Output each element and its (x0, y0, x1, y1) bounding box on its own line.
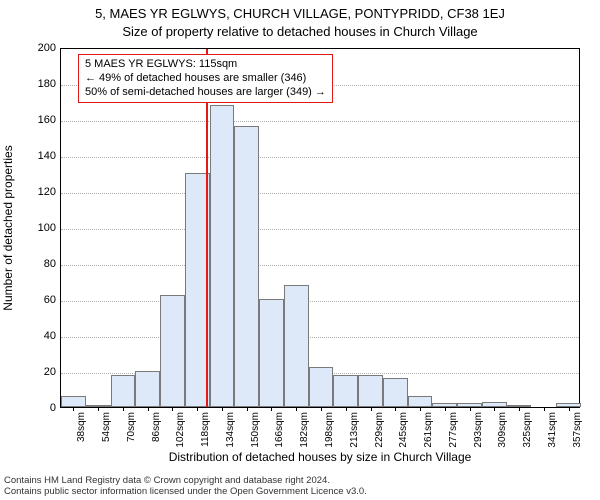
y-tick-label: 140 (16, 150, 56, 162)
x-tick-mark (395, 407, 396, 411)
footer-attribution: Contains HM Land Registry data © Crown c… (4, 476, 367, 498)
x-tick-label: 118sqm (200, 412, 211, 452)
x-tick-mark (321, 407, 322, 411)
histogram-bar (383, 378, 408, 407)
x-tick-label: 86sqm (151, 412, 162, 452)
x-tick-mark (420, 407, 421, 411)
x-tick-label: 150sqm (250, 412, 261, 452)
x-tick-mark (544, 407, 545, 411)
x-tick-label: 357sqm (572, 412, 583, 452)
y-tick-label: 180 (16, 78, 56, 90)
annotation-box: 5 MAES YR EGLWYS: 115sqm← 49% of detache… (78, 54, 333, 103)
annotation-line: 50% of semi-detached houses are larger (… (85, 86, 326, 100)
x-tick-mark (271, 407, 272, 411)
x-tick-label: 198sqm (324, 412, 335, 452)
y-tick-label: 20 (16, 366, 56, 378)
chart-title-address: 5, MAES YR EGLWYS, CHURCH VILLAGE, PONTY… (0, 6, 600, 21)
x-tick-label: 213sqm (349, 412, 360, 452)
histogram-bar (234, 126, 259, 407)
histogram-bar (284, 285, 309, 407)
x-tick-mark (569, 407, 570, 411)
y-axis-label: Number of detached properties (1, 145, 15, 310)
x-tick-mark (73, 407, 74, 411)
x-tick-label: 341sqm (547, 412, 558, 452)
histogram-bar (135, 371, 160, 407)
x-tick-label: 70sqm (126, 412, 137, 452)
x-tick-label: 261sqm (423, 412, 434, 452)
gridline-h (61, 229, 579, 230)
histogram-bar (111, 375, 136, 407)
x-tick-mark (346, 407, 347, 411)
gridline-h (61, 265, 579, 266)
histogram-bar (259, 299, 284, 407)
x-tick-label: 102sqm (175, 412, 186, 452)
gridline-h (61, 301, 579, 302)
x-tick-mark (445, 407, 446, 411)
histogram-bar (61, 396, 86, 407)
footer-line-2: Contains public sector information licen… (4, 487, 367, 498)
x-axis-label: Distribution of detached houses by size … (60, 450, 580, 464)
histogram-bar (358, 375, 383, 407)
y-tick-label: 100 (16, 222, 56, 234)
y-tick-label: 40 (16, 330, 56, 342)
gridline-h (61, 193, 579, 194)
x-tick-label: 166sqm (274, 412, 285, 452)
x-tick-mark (247, 407, 248, 411)
y-tick-label: 160 (16, 114, 56, 126)
y-tick-label: 0 (16, 402, 56, 414)
x-tick-mark (494, 407, 495, 411)
annotation-line: ← 49% of detached houses are smaller (34… (85, 72, 326, 86)
figure-root: 5, MAES YR EGLWYS, CHURCH VILLAGE, PONTY… (0, 0, 600, 500)
x-tick-label: 309sqm (497, 412, 508, 452)
gridline-h (61, 337, 579, 338)
y-tick-label: 200 (16, 42, 56, 54)
x-tick-mark (296, 407, 297, 411)
x-tick-label: 182sqm (299, 412, 310, 452)
chart-subtitle: Size of property relative to detached ho… (0, 24, 600, 39)
annotation-line: 5 MAES YR EGLWYS: 115sqm (85, 58, 326, 72)
x-tick-label: 38sqm (76, 412, 87, 452)
x-tick-label: 277sqm (448, 412, 459, 452)
x-tick-mark (222, 407, 223, 411)
x-tick-label: 229sqm (374, 412, 385, 452)
gridline-h (61, 121, 579, 122)
y-tick-label: 80 (16, 258, 56, 270)
x-tick-mark (98, 407, 99, 411)
x-tick-mark (197, 407, 198, 411)
x-tick-mark (519, 407, 520, 411)
histogram-bar (333, 375, 358, 407)
x-tick-label: 54sqm (101, 412, 112, 452)
x-tick-mark (123, 407, 124, 411)
x-tick-mark (148, 407, 149, 411)
x-tick-mark (371, 407, 372, 411)
histogram-bar (160, 295, 185, 407)
gridline-h (61, 157, 579, 158)
x-tick-label: 134sqm (225, 412, 236, 452)
x-tick-label: 325sqm (522, 412, 533, 452)
y-tick-label: 60 (16, 294, 56, 306)
histogram-bar (210, 105, 235, 407)
x-tick-label: 293sqm (473, 412, 484, 452)
x-tick-mark (172, 407, 173, 411)
y-tick-label: 120 (16, 186, 56, 198)
histogram-bar (408, 396, 433, 407)
x-tick-mark (470, 407, 471, 411)
x-tick-label: 245sqm (398, 412, 409, 452)
histogram-bar (309, 367, 334, 407)
